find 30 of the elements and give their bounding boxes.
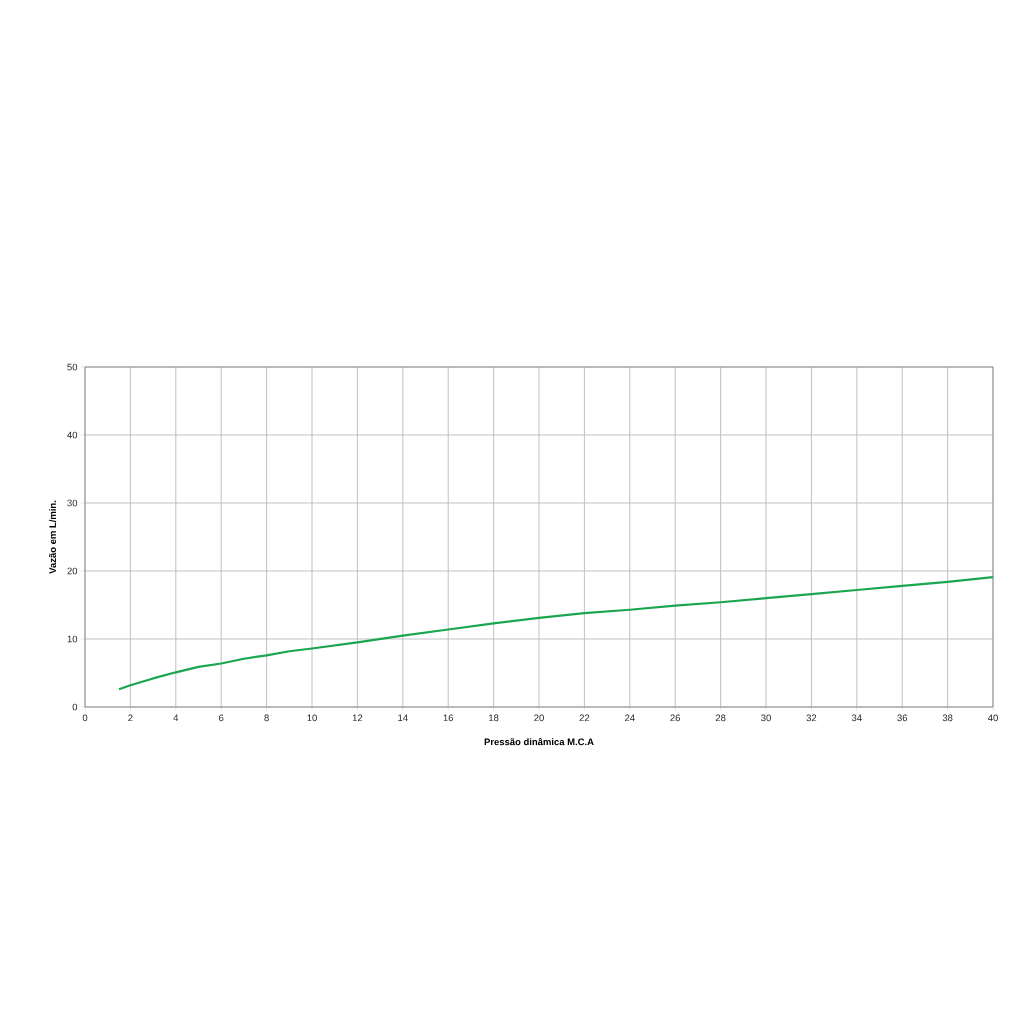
y-tick-label: 10 xyxy=(67,635,78,643)
x-tick-label: 2 xyxy=(128,714,133,722)
line-series xyxy=(117,576,994,691)
x-tick-label: 40 xyxy=(987,714,998,722)
x-tick-label: 32 xyxy=(806,714,817,722)
x-tick-label: 24 xyxy=(625,714,635,722)
y-axis-title: Vazão em L/min. xyxy=(49,500,57,574)
x-tick-label: 26 xyxy=(670,714,681,722)
x-tick-label: 20 xyxy=(534,714,544,722)
y-tick-label: 0 xyxy=(72,703,78,711)
x-tick-label: 38 xyxy=(942,714,953,722)
x-tick-label: 8 xyxy=(264,714,269,722)
x-tick-label: 12 xyxy=(352,714,363,722)
x-tick-label: 16 xyxy=(443,714,454,722)
x-tick-label: 18 xyxy=(489,714,499,722)
y-tick-label: 50 xyxy=(67,363,78,371)
y-tick-label: 20 xyxy=(67,567,78,575)
x-tick-label: 30 xyxy=(761,714,771,722)
x-tick-label: 34 xyxy=(851,714,862,722)
x-tick-label: 6 xyxy=(219,714,224,722)
x-tick-label: 0 xyxy=(82,714,88,722)
x-tick-label: 36 xyxy=(897,714,908,722)
x-tick-label: 10 xyxy=(307,714,317,722)
x-tick-label: 22 xyxy=(579,714,590,722)
y-tick-label: 40 xyxy=(67,431,78,439)
x-tick-label: 28 xyxy=(715,714,726,722)
x-tick-label: 4 xyxy=(173,714,179,722)
x-axis-title: Pressão dinâmica M.C.A xyxy=(484,738,594,746)
y-tick-label: 30 xyxy=(67,499,78,507)
x-tick-label: 14 xyxy=(398,714,408,722)
